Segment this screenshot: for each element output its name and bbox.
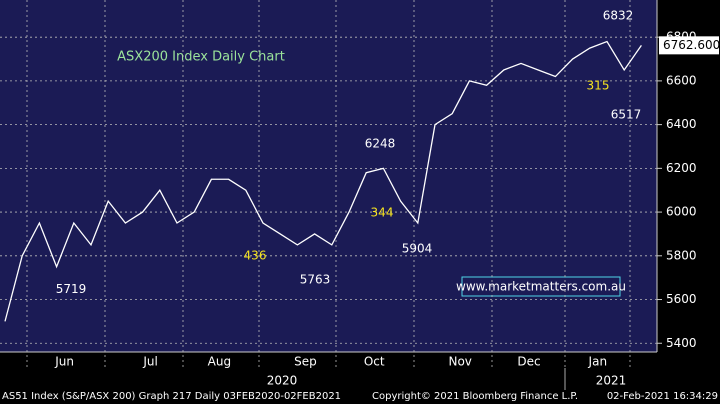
x-tick-label: Jun [54,355,74,369]
annotation: 6248 [365,136,396,150]
footer-right: 02-Feb-2021 16:34:29 [607,391,718,402]
x-tick-label: Jan [588,355,608,369]
x-tick-label: Dec [517,355,540,369]
chart-title: ASX200 Index Daily Chart [117,50,285,65]
y-tick-label: 5600 [666,292,697,306]
annotation: 6517 [611,108,642,122]
plot-area [0,0,657,352]
x-tick-label: Aug [208,355,231,369]
annotation: 5763 [300,272,331,286]
y-tick-label: 5800 [666,248,697,262]
x-tick-label: Jul [142,355,157,369]
swing-label: 344 [371,206,394,220]
watermark-box [461,276,621,297]
footer-left: AS51 Index (S&P/ASX 200) Graph 217 Daily… [2,391,341,402]
annotation: 6832 [603,9,634,23]
footer-center: Copyright© 2021 Bloomberg Finance L.P. [372,391,578,402]
last-value-label: 6762.600 [663,38,720,52]
swing-label: 315 [587,79,610,93]
price-line [4,40,642,322]
x-tick-label: Sep [294,355,317,369]
year-label: 2021 [596,374,627,388]
annotation: 5904 [402,242,433,256]
y-tick-label: 6000 [666,205,697,219]
y-tick-label: 5400 [666,336,697,350]
x-tick-label: Oct [364,355,385,369]
y-tick-label: 6600 [666,73,697,87]
year-label: 2020 [267,374,298,388]
last-value-box [659,36,719,55]
x-tick-label: Nov [448,355,471,369]
swing-label: 436 [244,249,267,263]
watermark: www.marketmatters.com.au [456,280,626,294]
y-tick-label: 6200 [666,161,697,175]
annotation: 5719 [56,282,87,296]
y-tick-label: 6400 [666,117,697,131]
